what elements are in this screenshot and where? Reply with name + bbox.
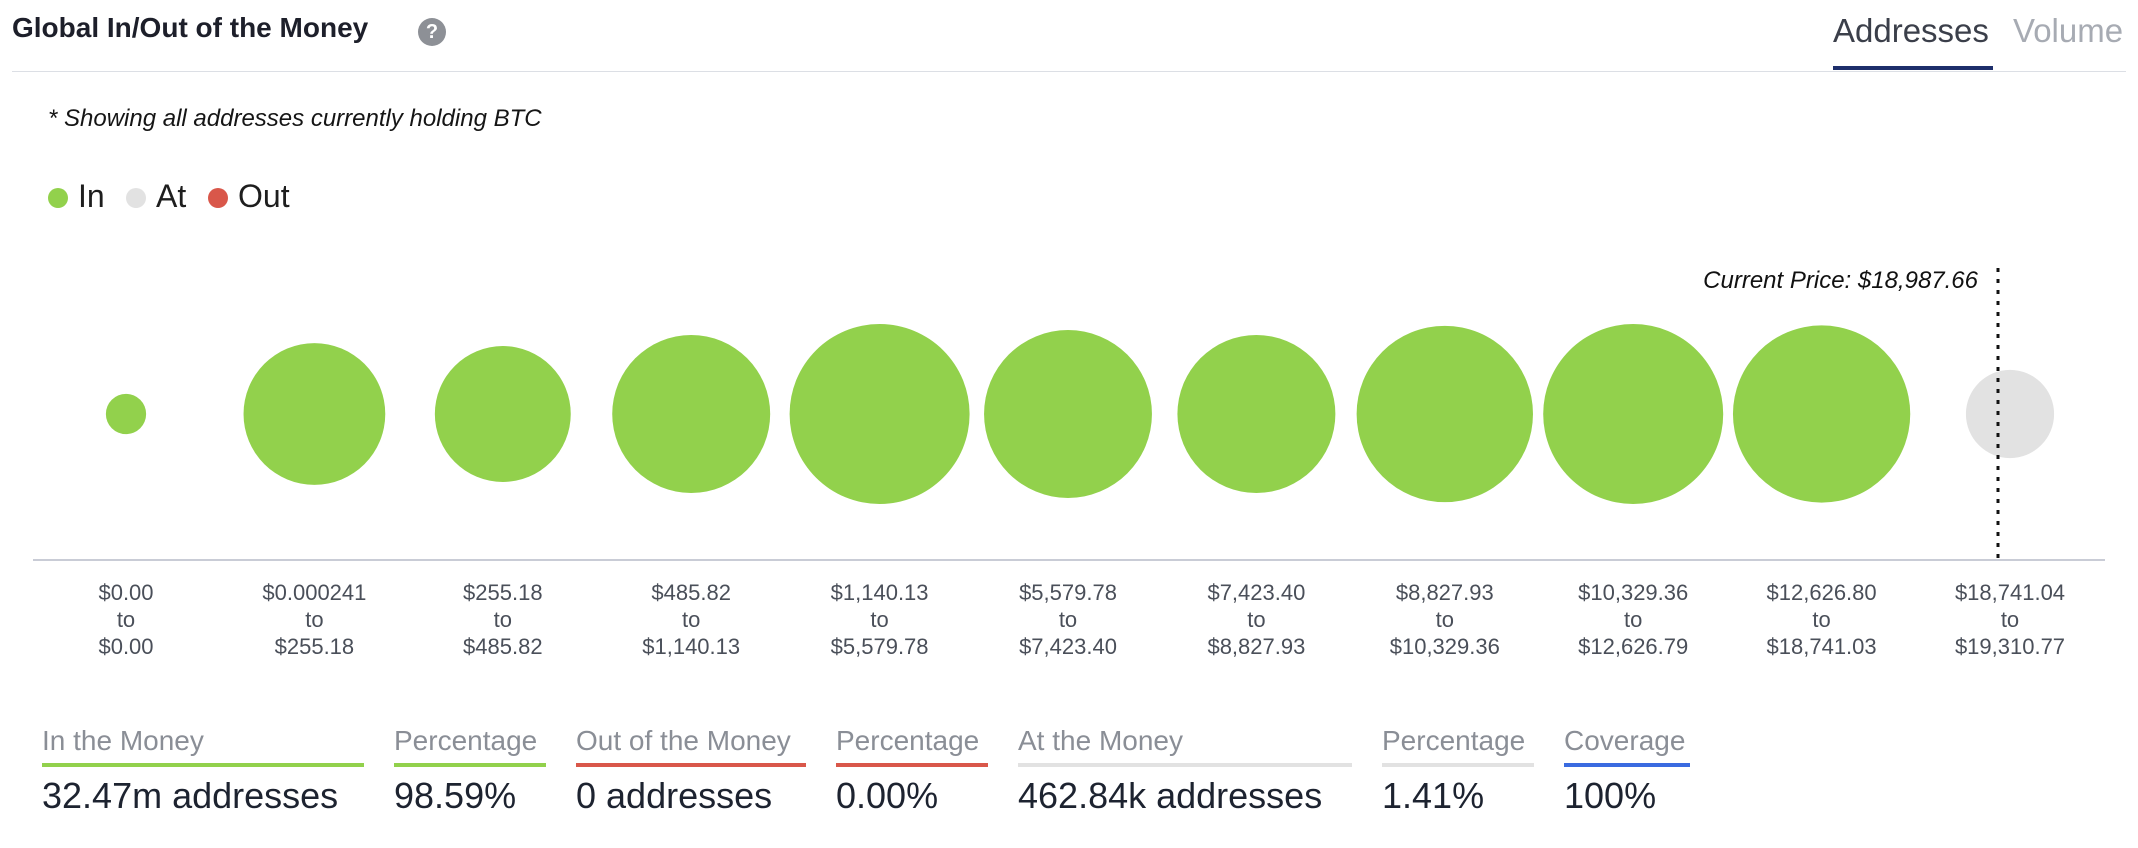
tick-label-separator: to [1247,607,1265,632]
tick-label: $7,423.40 [1019,634,1117,659]
tick-label-separator: to [1436,607,1454,632]
tick-label: $0.00 [98,634,153,659]
legend-dot-icon [126,188,146,208]
tick-label: $8,827.93 [1396,580,1494,605]
stat-rule [394,763,546,767]
tick-label: $12,626.79 [1578,634,1688,659]
tick-label-separator: to [1812,607,1830,632]
stat-rule [42,763,364,767]
stat-value: 1.41% [1382,775,1485,816]
stat-coverage: Coverage 100% [1564,725,1690,817]
question-mark-icon[interactable]: ? [418,18,446,46]
stat-value: 98.59% [394,775,517,816]
tab-volume[interactable]: Volume [2013,12,2124,49]
stat-label: Percentage [836,725,980,756]
legend-label: In [78,178,105,214]
stat-label: At the Money [1018,725,1183,756]
stat-in-percentage: Percentage 98.59% [394,725,546,817]
stat-value: 462.84k addresses [1018,775,1323,816]
stat-out-of-the-money: Out of the Money 0 addresses [576,725,806,817]
legend-dot-icon [208,188,228,208]
stat-value: 0.00% [836,775,939,816]
stat-in-the-money: In the Money 32.47m addresses [42,725,364,817]
stat-value: 32.47m addresses [42,775,339,816]
legend-label: Out [238,178,290,214]
bubble-in[interactable] [789,324,970,504]
bubble-in[interactable] [612,335,771,493]
bubble-in[interactable] [105,393,147,435]
tick-label: $7,423.40 [1207,580,1305,605]
bubble-in[interactable] [1356,325,1533,503]
bubble-in[interactable] [434,346,571,482]
tick-label-separator: to [682,607,700,632]
bubble-chart: Current Price: $18,987.66 $0.00to$0.00$0… [33,267,2105,659]
tick-label-separator: to [870,607,888,632]
stat-at-percentage: Percentage 1.41% [1382,725,1534,817]
tick-label-separator: to [305,607,323,632]
tick-label: $12,626.80 [1767,580,1877,605]
stat-out-percentage: Percentage 0.00% [836,725,988,817]
stat-rule [836,763,988,767]
bubble-in[interactable] [984,330,1152,498]
tick-label: $255.18 [275,634,355,659]
header-divider [12,71,2126,72]
tick-label: $485.82 [651,580,731,605]
bubble-layer [105,324,2055,504]
tick-label: $5,579.78 [831,634,929,659]
tick-label: $18,741.03 [1767,634,1877,659]
legend-dot-icon [48,188,68,208]
tick-label: $485.82 [463,634,543,659]
stat-rule [1564,763,1690,767]
bubble-in[interactable] [1177,335,1336,493]
tick-label-separator: to [1624,607,1642,632]
bubble-in[interactable] [1732,325,1911,503]
stat-rule [1018,763,1352,767]
stat-label: In the Money [42,725,204,756]
legend-label: At [156,178,187,214]
chart-header: Global In/Out of the Money ? Addresses V… [0,0,2138,72]
chart-subtitle: * Showing all addresses currently holdin… [48,105,542,132]
tick-label-separator: to [494,607,512,632]
stat-rule [576,763,806,767]
active-tab-indicator [1833,66,1993,70]
x-tick-labels: $0.00to$0.00$0.000241to$255.18$255.18to$… [98,580,2065,659]
tick-label-separator: to [1059,607,1077,632]
stat-label: Percentage [394,725,538,756]
bubble-in[interactable] [1543,324,1724,504]
tick-label-separator: to [117,607,135,632]
tick-label: $10,329.36 [1390,634,1500,659]
tick-label: $10,329.36 [1578,580,1688,605]
tick-label: $1,140.13 [642,634,740,659]
page-title: Global In/Out of the Money [12,12,369,43]
tick-label: $0.00 [98,580,153,605]
bubble-at[interactable] [1965,369,2055,459]
tick-label: $19,310.77 [1955,634,2065,659]
tick-label-separator: to [2001,607,2019,632]
tick-label: $5,579.78 [1019,580,1117,605]
stat-rule [1382,763,1534,767]
stat-at-the-money: At the Money 462.84k addresses [1018,725,1352,817]
tick-label: $18,741.04 [1955,580,2065,605]
stat-value: 100% [1564,775,1657,816]
current-price-label: Current Price: $18,987.66 [1703,267,1978,294]
stat-label: Coverage [1564,725,1686,756]
tab-addresses[interactable]: Addresses [1833,12,1989,49]
summary-stats: In the Money 32.47m addresses Percentage… [0,725,2138,825]
tick-label: $255.18 [463,580,543,605]
stat-label: Percentage [1382,725,1526,756]
tick-label: $1,140.13 [831,580,929,605]
stat-label: Out of the Money [576,725,791,756]
bubble-in[interactable] [243,343,386,485]
tick-label: $0.000241 [262,580,366,605]
stat-value: 0 addresses [576,775,773,816]
tick-label: $8,827.93 [1207,634,1305,659]
